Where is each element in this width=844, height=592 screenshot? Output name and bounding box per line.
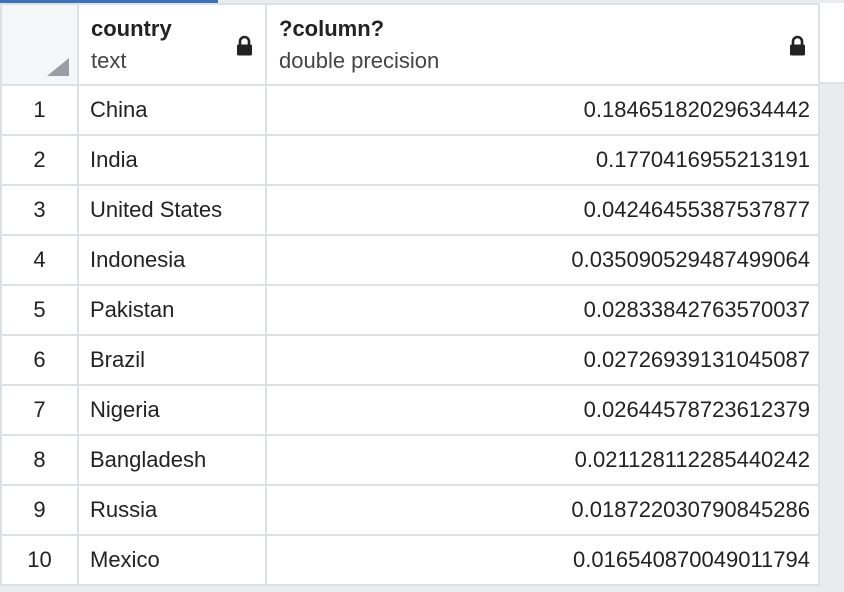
table-row[interactable]: 1 China 0.18465182029634442 xyxy=(0,84,820,136)
value-cell[interactable]: 0.18465182029634442 xyxy=(265,84,820,136)
row-number[interactable]: 4 xyxy=(0,234,79,286)
row-number[interactable]: 6 xyxy=(0,334,79,386)
results-grid: country text ?column? double precision 1… xyxy=(0,3,820,586)
value-cell[interactable]: 0.02833842763570037 xyxy=(265,284,820,336)
sort-corner-icon xyxy=(47,58,69,76)
value-cell[interactable]: 0.1770416955213191 xyxy=(265,134,820,186)
value-cell[interactable]: 0.02726939131045087 xyxy=(265,334,820,386)
country-cell[interactable]: Bangladesh xyxy=(77,434,267,486)
table-row[interactable]: 10 Mexico 0.016540870049011794 xyxy=(0,534,820,586)
header-row: country text ?column? double precision xyxy=(0,3,820,86)
header-filler xyxy=(818,3,844,84)
value-cell[interactable]: 0.035090529487499064 xyxy=(265,234,820,286)
table-row[interactable]: 9 Russia 0.018722030790845286 xyxy=(0,484,820,536)
row-number[interactable]: 3 xyxy=(0,184,79,236)
value-cell[interactable]: 0.018722030790845286 xyxy=(265,484,820,536)
row-number[interactable]: 10 xyxy=(0,534,79,586)
column-name: ?column? xyxy=(279,16,385,41)
country-cell[interactable]: United States xyxy=(77,184,267,236)
country-cell[interactable]: Mexico xyxy=(77,534,267,586)
value-cell[interactable]: 0.021128112285440242 xyxy=(265,434,820,486)
table-row[interactable]: 8 Bangladesh 0.021128112285440242 xyxy=(0,434,820,486)
column-name: country xyxy=(91,16,172,41)
table-row[interactable]: 7 Nigeria 0.02644578723612379 xyxy=(0,384,820,436)
lock-icon xyxy=(237,35,252,56)
table-row[interactable]: 6 Brazil 0.02726939131045087 xyxy=(0,334,820,386)
row-number[interactable]: 2 xyxy=(0,134,79,186)
table-row[interactable]: 4 Indonesia 0.035090529487499064 xyxy=(0,234,820,286)
country-cell[interactable]: Pakistan xyxy=(77,284,267,336)
country-cell[interactable]: India xyxy=(77,134,267,186)
table-row[interactable]: 2 India 0.1770416955213191 xyxy=(0,134,820,186)
lock-icon xyxy=(790,35,805,56)
row-number[interactable]: 1 xyxy=(0,84,79,136)
table-row[interactable]: 5 Pakistan 0.02833842763570037 xyxy=(0,284,820,336)
table-row[interactable]: 3 United States 0.04246455387537877 xyxy=(0,184,820,236)
country-cell[interactable]: China xyxy=(77,84,267,136)
country-cell[interactable]: Russia xyxy=(77,484,267,536)
country-cell[interactable]: Brazil xyxy=(77,334,267,386)
value-cell[interactable]: 0.04246455387537877 xyxy=(265,184,820,236)
country-cell[interactable]: Nigeria xyxy=(77,384,267,436)
column-type: text xyxy=(91,48,127,73)
row-number[interactable]: 8 xyxy=(0,434,79,486)
column-header-value[interactable]: ?column? double precision xyxy=(265,3,820,86)
top-accent-bar xyxy=(0,0,218,3)
column-header-country[interactable]: country text xyxy=(77,3,267,86)
select-all-corner[interactable] xyxy=(0,3,79,86)
column-type: double precision xyxy=(279,48,440,73)
country-cell[interactable]: Indonesia xyxy=(77,234,267,286)
row-number[interactable]: 9 xyxy=(0,484,79,536)
value-cell[interactable]: 0.02644578723612379 xyxy=(265,384,820,436)
row-number[interactable]: 5 xyxy=(0,284,79,336)
value-cell[interactable]: 0.016540870049011794 xyxy=(265,534,820,586)
row-number[interactable]: 7 xyxy=(0,384,79,436)
